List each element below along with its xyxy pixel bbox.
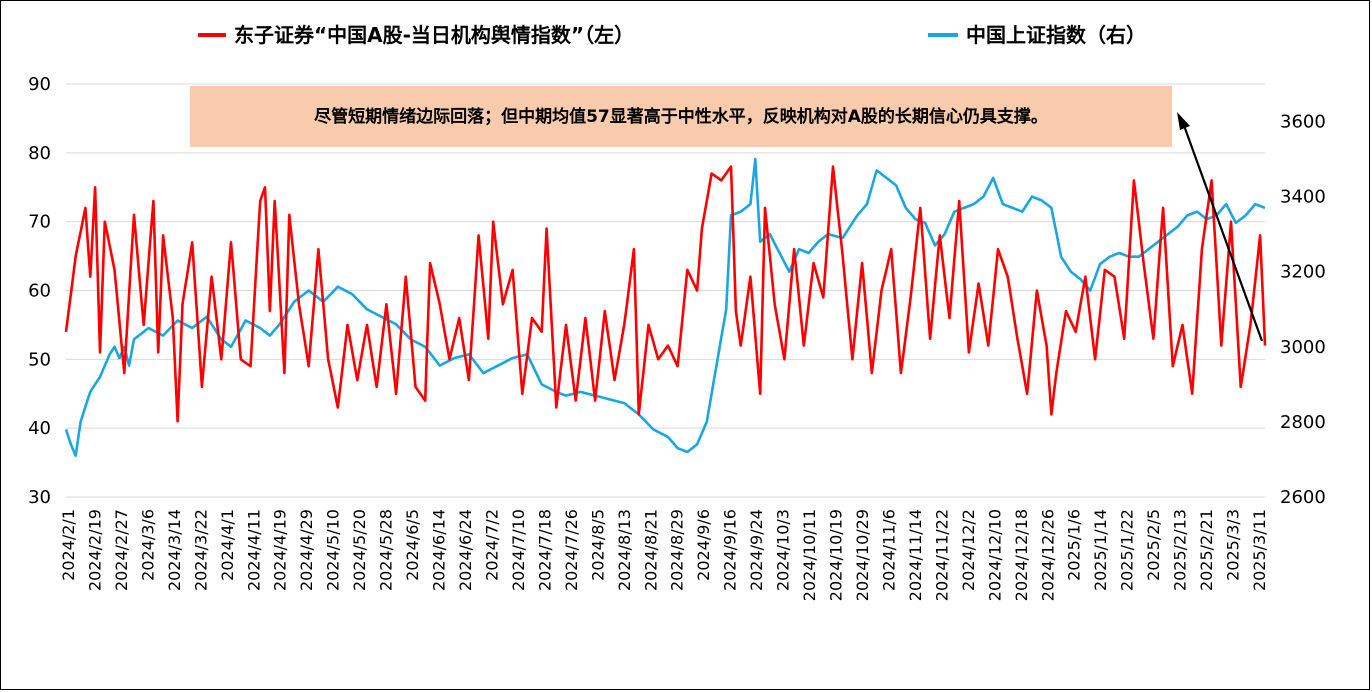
- x-tick-label: 2025/1/6: [1065, 509, 1084, 581]
- x-tick-label: 2025/2/5: [1144, 509, 1163, 581]
- x-tick-label: 2024/5/10: [324, 509, 343, 591]
- left-tick-label: 60: [28, 281, 51, 302]
- x-tick-label: 2024/4/1: [218, 509, 237, 581]
- left-tick-label: 50: [28, 349, 51, 370]
- left-tick-label: 40: [28, 418, 51, 439]
- series-line-shanghai-index: [64, 157, 1266, 457]
- arrow-shaft: [1180, 119, 1264, 342]
- right-tick-label: 3000: [1280, 337, 1326, 358]
- left-axis-ticks: 30 40 50 60 70 80 90: [28, 74, 51, 508]
- x-tick-label: 2024/10/19: [827, 509, 846, 601]
- x-tick-label: 2025/2/21: [1197, 509, 1216, 591]
- x-tick-label: 2025/2/13: [1171, 509, 1190, 591]
- series-lines: [64, 157, 1267, 457]
- x-tick-label: 2025/1/22: [1118, 509, 1137, 591]
- x-tick-label: 2024/3/6: [138, 509, 157, 581]
- x-tick-label: 2024/7/10: [509, 509, 528, 591]
- x-tick-label: 2025/3/3: [1224, 509, 1243, 581]
- x-tick-label: 2024/7/18: [535, 509, 554, 591]
- right-tick-label: 2800: [1280, 412, 1326, 433]
- x-tick-label: 2024/11/22: [932, 509, 951, 601]
- left-tick-label: 80: [28, 143, 51, 164]
- x-tick-label: 2024/12/18: [1012, 509, 1031, 601]
- annotation-box: 尽管短期情绪边际回落；但中期均值57显著高于中性水平，反映机构对A股的长期信心仍…: [190, 86, 1172, 147]
- x-tick-label: 2024/2/19: [86, 509, 105, 591]
- annotation-background: [190, 86, 1172, 147]
- x-tick-label: 2024/12/2: [959, 509, 978, 591]
- annotation-arrow: [1177, 112, 1264, 342]
- x-tick-label: 2024/3/14: [165, 509, 184, 591]
- right-tick-label: 3400: [1280, 187, 1326, 208]
- x-tick-label: 2024/10/3: [774, 509, 793, 591]
- x-tick-label: 2024/10/29: [853, 509, 872, 601]
- right-tick-label: 3600: [1280, 112, 1326, 133]
- x-tick-label: 2024/9/16: [721, 509, 740, 591]
- x-tick-label: 2024/2/1: [59, 509, 78, 581]
- x-tick-label: 2024/11/14: [906, 509, 925, 601]
- x-tick-label: 2024/4/11: [244, 509, 263, 591]
- legend-label-shanghai-index: 中国上证指数（右）: [966, 23, 1146, 47]
- x-tick-label: 2024/4/19: [271, 509, 290, 591]
- x-tick-label: 2024/8/29: [668, 509, 687, 591]
- x-tick-label: 2024/5/20: [350, 509, 369, 591]
- arrow-head: [1177, 112, 1190, 130]
- right-tick-label: 3200: [1280, 262, 1326, 283]
- x-tick-label: 2024/9/24: [747, 509, 766, 591]
- x-tick-label: 2024/7/2: [483, 509, 502, 581]
- series-line-sentiment-index: [64, 165, 1267, 423]
- x-tick-label: 2024/6/24: [456, 509, 475, 591]
- x-tick-label: 2024/12/10: [985, 509, 1004, 601]
- x-tick-label: 2025/1/14: [1091, 509, 1110, 591]
- right-axis-ticks: 2600 2800 3000 3200 3400 3600: [1280, 112, 1326, 508]
- x-tick-label: 2024/3/22: [191, 509, 210, 591]
- x-tick-label: 2024/12/26: [1038, 509, 1057, 601]
- x-tick-label: 2024/10/11: [800, 509, 819, 601]
- legend-label-sentiment-index: 东子证券“中国A股-当日机构舆情指数”（左）: [234, 23, 634, 47]
- left-tick-label: 70: [28, 212, 51, 233]
- legend: 东子证券“中国A股-当日机构舆情指数”（左） 中国上证指数（右）: [198, 23, 1146, 47]
- x-tick-label: 2024/9/6: [694, 509, 713, 581]
- x-tick-label: 2024/4/29: [297, 509, 316, 591]
- x-tick-label: 2025/3/11: [1250, 509, 1269, 591]
- x-tick-label: 2024/8/5: [588, 509, 607, 581]
- left-tick-label: 30: [28, 487, 51, 508]
- x-tick-label: 2024/6/5: [403, 509, 422, 581]
- right-tick-label: 2600: [1280, 487, 1326, 508]
- x-tick-label: 2024/5/28: [377, 509, 396, 591]
- x-tick-label: 2024/11/6: [880, 509, 899, 591]
- x-tick-label: 2024/8/21: [641, 509, 660, 591]
- x-axis-ticks: 2024/2/1 2024/2/19 2024/2/27 2024/3/6 2024/3…: [59, 509, 1269, 601]
- left-tick-label: 90: [28, 74, 51, 95]
- x-tick-label: 2024/6/14: [430, 509, 449, 591]
- x-tick-label: 2024/2/27: [112, 509, 131, 591]
- annotation-text: 尽管短期情绪边际回落；但中期均值57显著高于中性水平，反映机构对A股的长期信心仍…: [314, 106, 1048, 127]
- x-tick-label: 2024/8/13: [615, 509, 634, 591]
- x-tick-label: 2024/7/26: [562, 509, 581, 591]
